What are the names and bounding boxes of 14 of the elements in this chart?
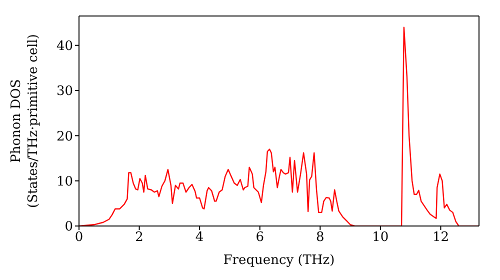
- y-tick-label: 10: [56, 174, 73, 190]
- x-tick-label: 8: [316, 230, 324, 246]
- x-tick-label: 0: [74, 230, 84, 246]
- y-axis-title: Phonon DOS (States/THz·primitive cell): [9, 34, 41, 208]
- x-tick-label: 12: [432, 230, 449, 246]
- x-tick-label: 2: [135, 230, 144, 246]
- x-tick-label: 4: [195, 230, 204, 246]
- y-tick-label: 20: [56, 129, 73, 144]
- x-axis-title: Frequency (THz): [223, 253, 335, 268]
- y-tick-label: 40: [56, 38, 73, 54]
- y-tick-label: 30: [56, 84, 73, 100]
- x-tick-label: 6: [256, 230, 264, 246]
- y-tick-label: 0: [64, 220, 73, 235]
- x-tick-label: 10: [372, 230, 389, 246]
